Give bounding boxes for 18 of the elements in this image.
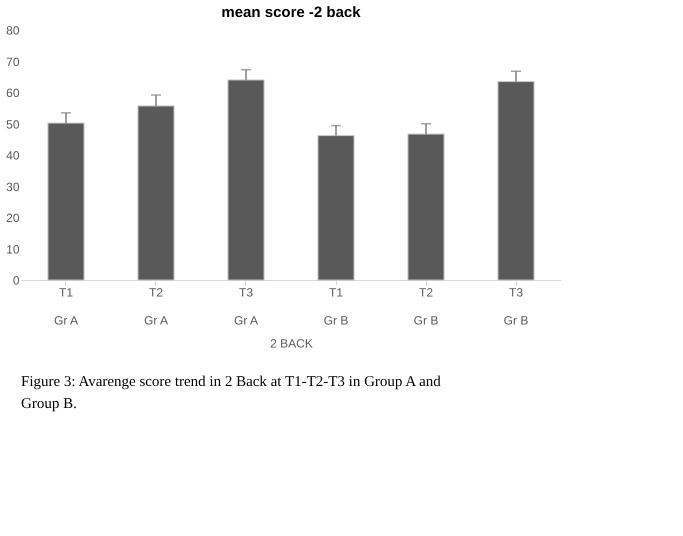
y-tick-label: 10 bbox=[6, 242, 20, 256]
y-tick-label: 70 bbox=[6, 54, 20, 69]
x-tick-label: T3 Gr A bbox=[234, 286, 258, 328]
x-tick-label: T1 Gr B bbox=[324, 286, 348, 328]
y-tick-label: 40 bbox=[6, 148, 20, 162]
y-tick-label: 80 bbox=[6, 24, 20, 38]
x-tick-label: T3 Gr B bbox=[504, 286, 528, 328]
y-tick-label: 0 bbox=[12, 274, 20, 288]
y-tick-label: 60 bbox=[6, 86, 20, 100]
x-axis-title: 2 BACK bbox=[270, 336, 313, 350]
chart-title: mean score -2 back bbox=[221, 4, 362, 21]
y-tick-label: 30 bbox=[6, 180, 20, 194]
y-tick-label: 50 bbox=[6, 117, 20, 132]
caption: Figure 3: Avarenge score trend in 2 Back at T1-T2-T3 in Group A and Group B. bbox=[21, 374, 442, 412]
y-tick-label: 20 bbox=[6, 211, 20, 225]
x-tick-label: T2 Gr B bbox=[414, 286, 438, 328]
x-tick-label: T2 Gr A bbox=[144, 286, 168, 328]
x-tick-label: T1 Gr A bbox=[54, 286, 78, 328]
